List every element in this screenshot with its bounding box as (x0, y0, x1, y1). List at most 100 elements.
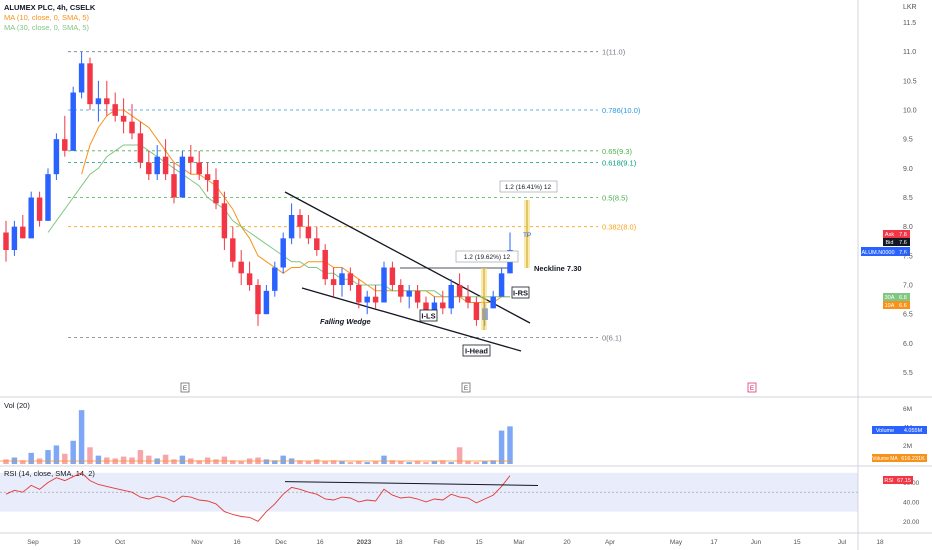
price-tick-label: 9.0 (903, 166, 913, 173)
candle-body (188, 156, 194, 163)
ask-tag-label: Ask (885, 232, 894, 238)
tp-label: TP (523, 232, 531, 239)
candle-body (137, 133, 144, 163)
volume-bar (456, 447, 463, 464)
volume-bar (162, 454, 169, 464)
volume-bar (440, 460, 446, 464)
rsi-line (5, 472, 511, 522)
right-shoulder-label: I-RS (513, 289, 528, 298)
candle-body (372, 296, 379, 303)
last-price: 7.6 (899, 250, 907, 256)
price-tick-label: 9.5 (903, 137, 913, 144)
fib-level-label: 1(11.0) (602, 48, 626, 57)
volume-bar (364, 462, 370, 464)
candle-body (36, 197, 43, 221)
volume-bar (389, 460, 396, 464)
candle-body (104, 98, 110, 105)
volume-bar (431, 461, 438, 464)
volume-tick-label: 6M (903, 406, 912, 413)
earnings-marker: E (183, 385, 188, 392)
candle-body (389, 267, 396, 285)
volume-bar (423, 462, 429, 464)
candle-body (473, 302, 480, 320)
fib-level-label: 0.5(8.5) (602, 194, 628, 203)
ma30-line (47, 144, 510, 298)
volume-bar (305, 461, 312, 464)
x-tick-label: 2023 (357, 539, 372, 546)
x-tick-label: Jul (838, 539, 847, 546)
x-tick-label: 16 (316, 539, 324, 546)
last-price-bg (896, 247, 910, 256)
volume-bar (448, 462, 454, 464)
x-tick-label: 15 (475, 539, 483, 546)
volume-bar (482, 461, 488, 464)
volume-bar (272, 460, 278, 464)
x-tick-label: Sep (27, 539, 39, 546)
price-tick-label: 6.5 (903, 312, 913, 319)
volume-bar (406, 462, 412, 464)
candle-body (398, 285, 404, 297)
ask-tag-value: 7.8 (899, 232, 907, 238)
volume-bar (28, 452, 34, 464)
bid-tag-value-bg (896, 238, 910, 246)
volume-bar (314, 459, 320, 464)
volume-bar (507, 426, 513, 464)
candle-body (87, 63, 93, 105)
volume-bar (45, 450, 51, 464)
candle-body (62, 139, 68, 151)
candle-body (78, 63, 85, 93)
price-tick-label: 8.0 (903, 224, 913, 231)
candle-body (456, 285, 463, 297)
measure1-box (455, 250, 519, 263)
volume-title: Vol (20) (4, 401, 30, 410)
candle-body (28, 197, 34, 239)
candle-body (162, 156, 169, 175)
candle-body (146, 162, 152, 175)
volume-bar (297, 460, 303, 464)
volume-bar (20, 460, 26, 464)
measure2-label: 1.2 (16.41%) 12 (505, 184, 552, 191)
ma30-legend: MA (30, close, 0, SMA, 5) (4, 23, 90, 32)
x-tick-label: Mar (513, 539, 525, 546)
neckline-label: Neckline 7.30 (534, 264, 582, 273)
volume-ma-tag-value-bg (899, 454, 927, 462)
volume-bar (230, 460, 236, 464)
measure2-box (499, 180, 558, 193)
candle-body (255, 285, 261, 315)
volume-ma-tag-label-bg (872, 454, 899, 462)
volume-bar (398, 461, 404, 464)
candle-body (154, 156, 160, 175)
ma10-tag-value: 6.6 (899, 303, 907, 309)
falling-wedge-label: Falling Wedge (320, 317, 371, 326)
volume-bar (171, 459, 177, 464)
price-tick-label: 10.0 (903, 108, 917, 115)
volume-bar (498, 430, 505, 464)
bid-tag-value: 7.6 (899, 240, 907, 246)
rsi-trendline (284, 481, 539, 486)
rsi-title: RSI (14, close, SMA, 14, 2) (4, 469, 95, 478)
candle-body (179, 156, 186, 198)
fib-level-label: 0(6.1) (602, 334, 622, 343)
candle-body (246, 273, 253, 285)
ask-tag-value-bg (896, 230, 910, 238)
symbol-tag: ALUM.N0000 (861, 250, 894, 256)
volume-bar (87, 447, 93, 464)
candle-body (423, 302, 429, 315)
ma30-tag-value-bg (896, 293, 910, 301)
x-tick-label: Jun (751, 539, 762, 546)
price-tick-label: 8.5 (903, 195, 913, 202)
candle-body (339, 273, 345, 285)
x-tick-label: 19 (73, 539, 81, 546)
candle-body (129, 121, 135, 134)
volume-bar (490, 460, 496, 464)
rsi-tick-label: 40.00 (903, 499, 920, 506)
volume-bar (381, 455, 387, 464)
price-tick-label: 7.0 (903, 283, 913, 290)
x-tick-label: May (670, 539, 683, 546)
x-tick-label: 20 (563, 539, 571, 546)
candle-body (448, 285, 454, 309)
candle-body (498, 273, 505, 297)
volume-bar (179, 455, 186, 464)
